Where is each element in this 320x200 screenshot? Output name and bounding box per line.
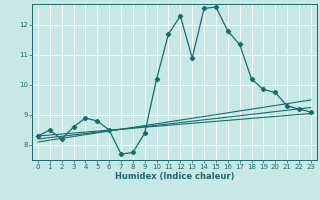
X-axis label: Humidex (Indice chaleur): Humidex (Indice chaleur) bbox=[115, 172, 234, 181]
